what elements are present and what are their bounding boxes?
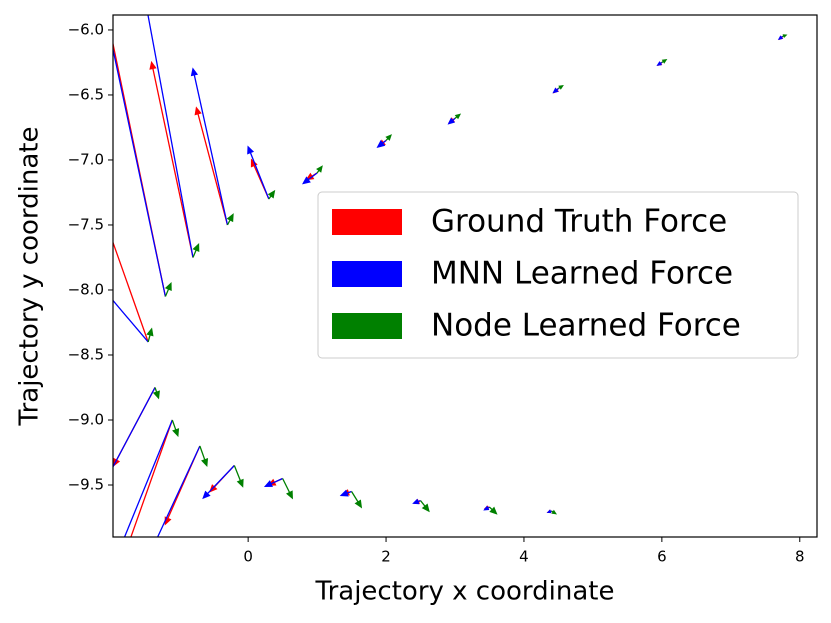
x-tick-label: 2 xyxy=(381,548,391,566)
force-arrow xyxy=(152,387,160,400)
force-arrow xyxy=(113,240,149,343)
force-arrow xyxy=(447,117,456,125)
force-arrow xyxy=(412,498,421,505)
force-arrow xyxy=(130,419,173,537)
y-axis-label: Trajectory y coordinate xyxy=(15,127,45,427)
force-arrow xyxy=(164,282,172,297)
force-arrow xyxy=(192,243,200,258)
force-arrow xyxy=(483,505,490,511)
force-arrow xyxy=(202,465,235,500)
axes-frame xyxy=(112,14,818,538)
legend-label: Ground Truth Force xyxy=(431,204,727,240)
x-tick-label: 8 xyxy=(795,548,805,566)
x-tick-label: 6 xyxy=(657,548,667,566)
force-arrow xyxy=(123,419,173,537)
force-arrow xyxy=(454,113,462,120)
force-arrow xyxy=(147,15,194,258)
force-arrow xyxy=(420,500,430,513)
force-arrow xyxy=(156,445,201,537)
legend-swatch xyxy=(332,313,402,339)
legend-swatch xyxy=(332,209,402,235)
force-arrow xyxy=(782,34,788,39)
y-tick-label: −7.5 xyxy=(68,215,104,233)
force-arrow xyxy=(113,46,167,297)
legend-label: MNN Learned Force xyxy=(431,256,733,292)
force-arrow xyxy=(316,165,323,174)
y-tick-label: −9.0 xyxy=(68,410,104,428)
force-arrow xyxy=(199,445,209,467)
force-arrow xyxy=(226,213,234,226)
y-tick-label: −8.0 xyxy=(68,280,104,298)
force-arrow xyxy=(339,489,352,497)
force-arrow xyxy=(351,491,363,509)
force-arrow xyxy=(282,478,293,500)
plot-area xyxy=(113,15,788,537)
force-arrow xyxy=(661,59,668,64)
y-tick-label: −7.0 xyxy=(68,150,104,168)
force-arrow xyxy=(233,465,244,488)
y-tick-label: −6.0 xyxy=(68,20,104,38)
y-tick-label: −8.5 xyxy=(68,345,104,363)
legend-label: Node Learned Force xyxy=(431,308,741,344)
y-tick-label: −6.5 xyxy=(68,85,104,103)
legend-swatch xyxy=(332,261,402,287)
force-arrow xyxy=(376,139,387,148)
force-arrow xyxy=(194,106,229,226)
force-arrow xyxy=(263,477,283,487)
legend-box xyxy=(317,191,799,359)
force-arrow xyxy=(552,87,559,94)
x-tick-label: 0 xyxy=(243,548,253,566)
force-arrow xyxy=(302,172,318,185)
force-arrow xyxy=(777,35,783,41)
force-arrow xyxy=(113,299,149,343)
force-arrow xyxy=(489,506,498,515)
y-tick-label: −9.5 xyxy=(68,475,104,493)
force-arrow xyxy=(558,85,564,90)
force-arrow xyxy=(247,145,270,200)
force-arrow xyxy=(113,387,156,475)
force-arrow xyxy=(190,67,229,226)
force-arrow xyxy=(385,134,392,141)
force-arrow xyxy=(146,327,154,343)
force-arrow xyxy=(656,61,663,66)
force-arrow xyxy=(551,509,558,515)
x-axis-label: Trajectory x coordinate xyxy=(315,577,615,607)
x-tick-label: 4 xyxy=(519,548,529,566)
force-arrow xyxy=(171,419,180,438)
force-arrow xyxy=(149,60,194,258)
force-arrow xyxy=(546,509,552,514)
force-arrow xyxy=(267,189,276,200)
